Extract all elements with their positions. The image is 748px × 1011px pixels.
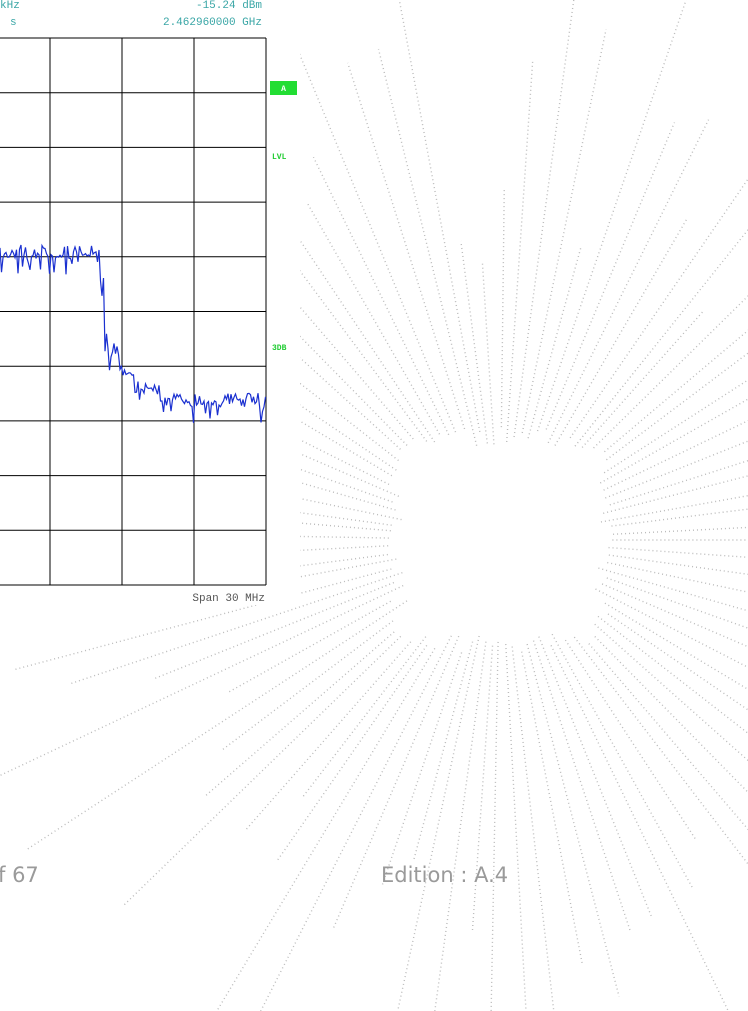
ray [74, 206, 399, 462]
ray [608, 554, 748, 576]
ray [536, 0, 687, 432]
ray [481, 261, 495, 445]
edition: Edition : A.4 [381, 863, 508, 887]
ray [301, 636, 427, 799]
ray [564, 639, 697, 840]
ray [413, 641, 474, 861]
ray [398, 0, 481, 432]
ray [490, 641, 499, 1011]
ray [598, 567, 748, 612]
trace [0, 243, 267, 423]
ray [532, 640, 632, 933]
ray [216, 648, 436, 1011]
ray [611, 508, 748, 527]
ray [609, 459, 748, 506]
ray [347, 62, 466, 430]
ray [306, 201, 441, 435]
ray [603, 379, 748, 474]
ray [594, 623, 748, 762]
ray [333, 635, 460, 928]
ray [574, 228, 748, 447]
ray [554, 218, 688, 446]
header-left-second: s [10, 17, 17, 29]
ray [569, 177, 748, 439]
grid [0, 37, 267, 586]
ray [152, 581, 395, 680]
ray [513, 0, 575, 438]
ray [604, 602, 748, 691]
ray [505, 644, 527, 1011]
ray [396, 635, 480, 1011]
ray [608, 546, 748, 559]
ray [526, 643, 620, 997]
ray [606, 352, 748, 461]
ray [460, 240, 489, 444]
ray [204, 631, 395, 797]
ray [505, 60, 534, 443]
ray [377, 48, 478, 446]
ray [434, 641, 487, 1011]
ray [545, 122, 676, 430]
ray [547, 119, 710, 444]
marker-box [270, 81, 297, 95]
span-label: Span 30 MHz [192, 593, 265, 605]
page-number: f 67 [0, 863, 39, 887]
ray [511, 646, 555, 1011]
ray [551, 633, 693, 888]
ray [605, 440, 748, 499]
ray [538, 636, 653, 917]
ray [212, 346, 397, 471]
ray [276, 645, 428, 862]
ray [471, 645, 494, 931]
header-right-second: 2.462960000 GHz [163, 17, 262, 29]
ray [259, 635, 452, 1011]
ray [123, 635, 402, 906]
marker-label: A [281, 85, 286, 94]
ray [245, 641, 412, 830]
ray [603, 419, 748, 491]
header-right-top: -15.24 dBm [196, 0, 262, 12]
ray [521, 29, 607, 434]
ray [599, 398, 748, 484]
db-label: 3DB [272, 344, 287, 353]
header-left-top: kHz [0, 0, 20, 12]
ray [520, 651, 583, 964]
ray [594, 635, 748, 794]
ray [588, 643, 748, 831]
ray [312, 156, 450, 436]
ray [170, 553, 388, 584]
ray [26, 600, 408, 850]
level-label: LVL [272, 153, 287, 162]
ray [597, 615, 748, 735]
ray [604, 329, 748, 453]
ray [0, 584, 404, 777]
ray [500, 189, 505, 428]
ray [550, 645, 730, 1011]
ray [227, 600, 392, 693]
ray [606, 577, 748, 629]
ray [600, 494, 748, 523]
ray [601, 583, 748, 648]
chart-background [0, 0, 300, 605]
ray [593, 295, 748, 449]
